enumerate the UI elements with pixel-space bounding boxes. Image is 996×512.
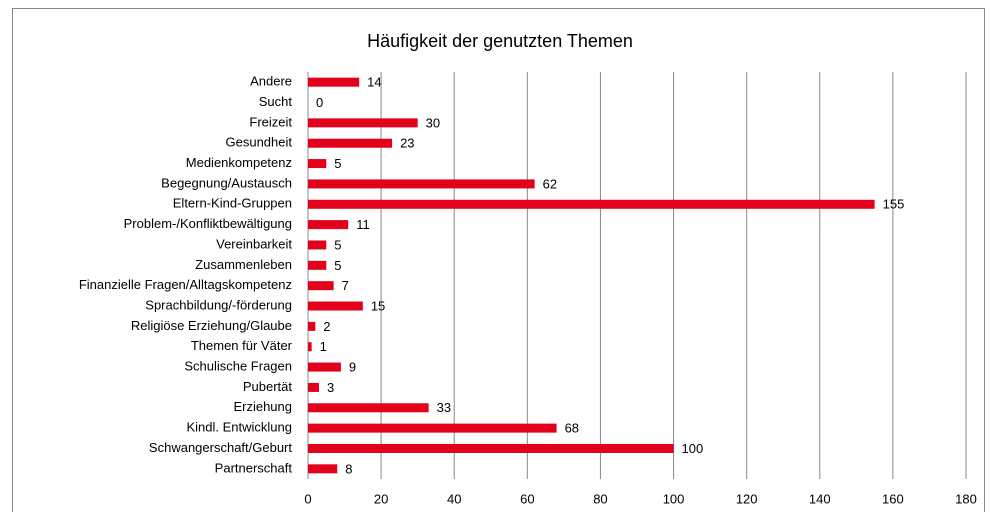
y-tick-label: Vereinbarkeit: [216, 236, 292, 251]
bar: [308, 443, 674, 453]
bar: [308, 464, 338, 474]
bar: [308, 403, 429, 413]
x-tick-label: 100: [663, 491, 685, 506]
y-tick-label: Gesundheit: [226, 135, 293, 150]
y-tick-label: Sucht: [259, 94, 293, 109]
bar: [308, 159, 327, 169]
y-tick-label: Medienkompetenz: [186, 155, 292, 170]
bar: [308, 423, 557, 433]
data-label: 30: [426, 115, 440, 130]
y-tick-label: Erziehung: [233, 399, 292, 414]
x-tick-label: 140: [809, 491, 831, 506]
data-label: 23: [400, 136, 414, 151]
bar: [308, 199, 875, 209]
x-tick-label: 20: [374, 491, 388, 506]
bar: [308, 342, 312, 352]
bar: [308, 220, 349, 230]
bar: [308, 281, 334, 291]
data-label: 2: [323, 319, 330, 334]
y-tick-label: Begegnung/Austausch: [161, 175, 292, 190]
y-tick-label: Kindl. Entwicklung: [187, 420, 293, 435]
data-label: 1: [320, 339, 327, 354]
data-label: 68: [565, 421, 579, 436]
x-tick-label: 180: [955, 491, 977, 506]
y-tick-label: Partnerschaft: [215, 460, 293, 475]
data-label: 5: [334, 258, 341, 273]
data-label: 7: [342, 278, 349, 293]
x-tick-label: 120: [736, 491, 758, 506]
y-tick-label: Problem-/Konfliktbewältigung: [124, 216, 292, 231]
data-label: 5: [334, 156, 341, 171]
data-label: 11: [356, 217, 370, 232]
data-label: 155: [883, 197, 905, 212]
chart-title: Häufigkeit der genutzten Themen: [367, 31, 633, 51]
y-tick-label: Freizeit: [249, 114, 292, 129]
y-tick-label: Religiöse Erziehung/Glaube: [131, 318, 292, 333]
bar: [308, 301, 363, 311]
data-label: 62: [543, 176, 557, 191]
data-label: 9: [349, 360, 356, 375]
bar: [308, 260, 327, 270]
chart-border: [12, 8, 985, 512]
bar: [308, 382, 319, 392]
y-tick-label: Andere: [250, 74, 292, 89]
x-tick-label: 80: [593, 491, 607, 506]
bar: [308, 179, 535, 189]
bar: [308, 138, 393, 148]
x-tick-label: 40: [447, 491, 461, 506]
x-tick-label: 160: [882, 491, 904, 506]
bar: [308, 362, 341, 372]
y-tick-label: Zusammenleben: [195, 257, 292, 272]
data-label: 8: [345, 461, 352, 476]
y-tick-label: Schwangerschaft/Geburt: [149, 440, 292, 455]
data-label: 0: [316, 95, 323, 110]
data-label: 5: [334, 237, 341, 252]
y-tick-label: Eltern-Kind-Gruppen: [173, 196, 292, 211]
y-tick-label: Finanzielle Fragen/Alltagskompetenz: [79, 277, 292, 292]
x-tick-label: 0: [304, 491, 311, 506]
data-label: 3: [327, 380, 334, 395]
y-tick-label: Themen für Väter: [191, 338, 293, 353]
data-label: 14: [367, 75, 381, 90]
y-tick-label: Sprachbildung/-förderung: [145, 297, 292, 312]
y-tick-label: Schulische Fragen: [184, 359, 292, 374]
data-label: 100: [682, 441, 704, 456]
x-tick-label: 60: [520, 491, 534, 506]
bar: [308, 77, 360, 87]
bar: [308, 118, 418, 128]
data-label: 33: [437, 400, 451, 415]
data-label: 15: [371, 298, 385, 313]
y-tick-label: Pubertät: [243, 379, 293, 394]
bar: [308, 321, 316, 331]
bar: [308, 240, 327, 250]
